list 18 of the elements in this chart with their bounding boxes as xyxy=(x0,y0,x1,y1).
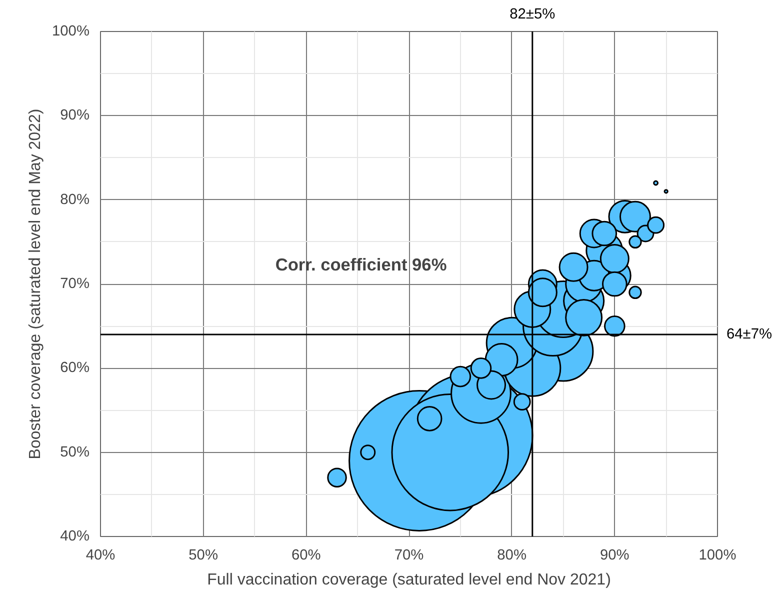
x-tick-label: 50% xyxy=(188,548,218,564)
y-axis-title: Booster coverage (saturated level end May 2022) xyxy=(27,108,44,460)
x-tick-label: 100% xyxy=(698,548,736,564)
x-tick-label: 60% xyxy=(292,548,321,564)
x-axis-title: Full vaccination coverage (saturated level end Nov 2021) xyxy=(207,572,611,588)
x-tick-label: 40% xyxy=(86,548,116,564)
x-tick-label: 70% xyxy=(394,548,424,564)
y-tick-label: 50% xyxy=(60,444,90,460)
y-tick-label: 100% xyxy=(52,24,90,40)
x-tick-label: 80% xyxy=(497,548,527,564)
ref-line-label: 64±7% xyxy=(726,326,772,342)
y-tick-label: 40% xyxy=(60,528,90,544)
ref-line-label: 82±5% xyxy=(510,6,556,22)
y-tick-label: 70% xyxy=(60,276,90,292)
x-tick-label: 90% xyxy=(600,548,630,564)
y-tick-label: 90% xyxy=(60,108,90,124)
y-tick-label: 60% xyxy=(60,360,90,376)
y-tick-label: 80% xyxy=(60,192,90,208)
